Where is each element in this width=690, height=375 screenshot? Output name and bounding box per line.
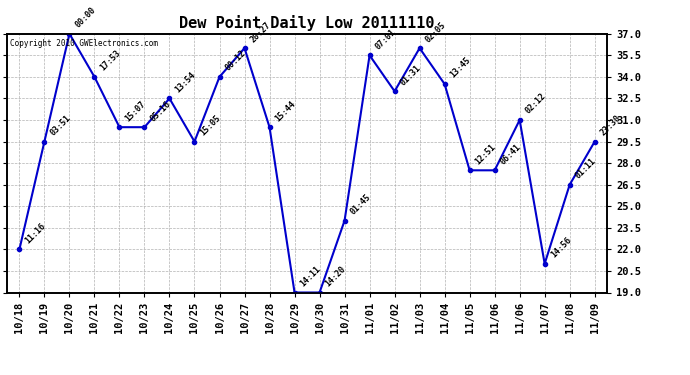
- Text: 02:12: 02:12: [524, 92, 548, 116]
- Text: 01:45: 01:45: [348, 192, 373, 216]
- Text: 13:54: 13:54: [174, 70, 198, 94]
- Text: 02:05: 02:05: [424, 20, 448, 44]
- Text: 06:41: 06:41: [499, 142, 523, 166]
- Text: 01:31: 01:31: [399, 63, 423, 87]
- Text: Copyright 2010 GWElectronics.com: Copyright 2010 GWElectronics.com: [10, 39, 158, 48]
- Text: 07:01: 07:01: [374, 27, 398, 51]
- Text: 01:11: 01:11: [574, 156, 598, 180]
- Text: 14:20: 14:20: [324, 264, 348, 288]
- Text: 15:05: 15:05: [199, 113, 223, 137]
- Text: 00:00: 00:00: [74, 6, 98, 30]
- Text: 14:56: 14:56: [549, 236, 573, 260]
- Text: 17:53: 17:53: [99, 49, 123, 73]
- Text: 15:44: 15:44: [274, 99, 298, 123]
- Text: 11:16: 11:16: [23, 221, 48, 245]
- Text: 23:30: 23:30: [599, 113, 623, 137]
- Text: 00:12: 00:12: [224, 49, 248, 73]
- Title: Dew Point Daily Low 20111110: Dew Point Daily Low 20111110: [179, 15, 435, 31]
- Text: 13:45: 13:45: [448, 56, 473, 80]
- Text: 15:07: 15:07: [124, 99, 148, 123]
- Text: 20:27: 20:27: [248, 20, 273, 44]
- Text: 14:11: 14:11: [299, 264, 323, 288]
- Text: 05:16: 05:16: [148, 99, 172, 123]
- Text: 03:51: 03:51: [48, 113, 72, 137]
- Text: 12:51: 12:51: [474, 142, 498, 166]
